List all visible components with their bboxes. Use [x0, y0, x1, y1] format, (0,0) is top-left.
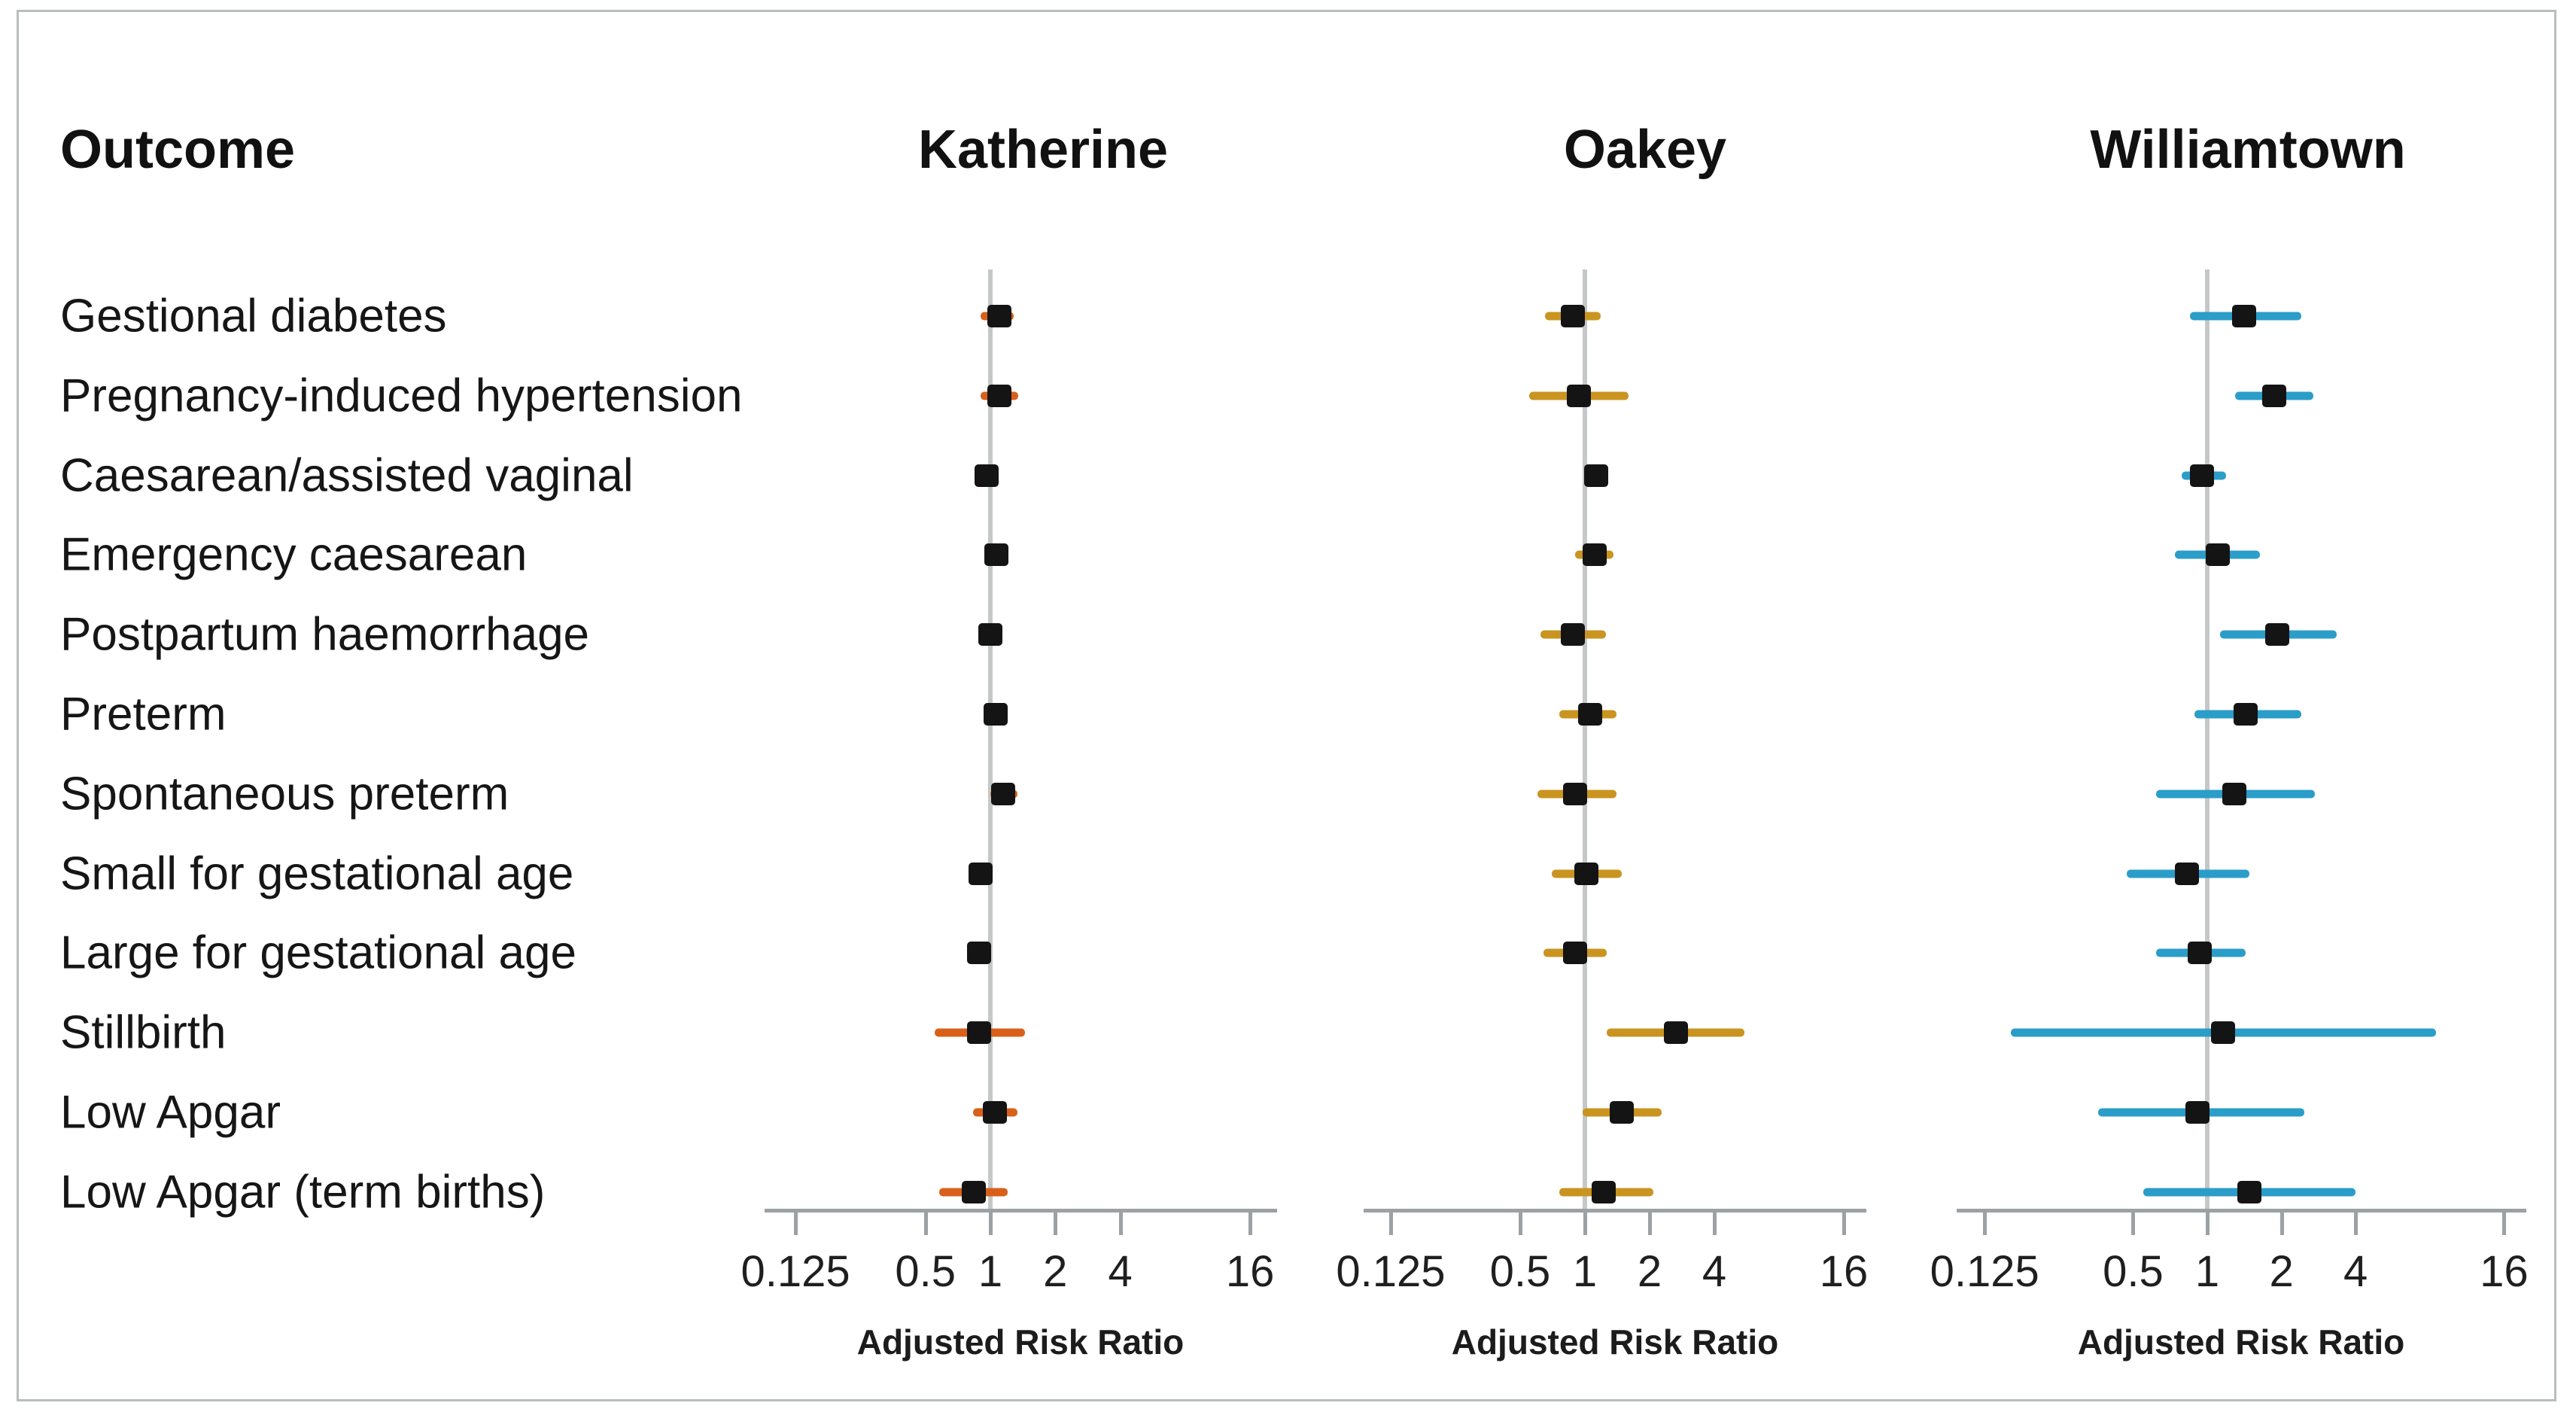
x-axis-tick: [1248, 1212, 1253, 1235]
point-estimate-marker: [978, 623, 1002, 647]
point-estimate-marker: [974, 464, 999, 487]
point-estimate-marker: [991, 782, 1016, 805]
panel-header-katherine: Katherine: [917, 120, 1169, 180]
outcome-label: Low Apgar (term births): [60, 1166, 546, 1219]
outcome-label: Stillbirth: [60, 1006, 227, 1059]
outcome-label: Large for gestational age: [60, 926, 576, 979]
point-estimate-marker: [987, 384, 1011, 407]
point-estimate-marker: [1591, 1180, 1616, 1203]
x-axis-tick-label: 4: [1702, 1247, 1727, 1296]
x-axis-tick-label: 0.5: [1489, 1247, 1551, 1296]
point-estimate-marker: [2189, 464, 2214, 487]
point-estimate-marker: [2233, 703, 2258, 726]
point-estimate-marker: [984, 543, 1009, 567]
x-axis-tick: [1118, 1212, 1123, 1235]
point-estimate-marker: [1609, 1101, 1634, 1124]
point-estimate-marker: [983, 1101, 1008, 1124]
x-axis-tick: [1713, 1212, 1717, 1235]
x-axis-tick-label: 4: [1108, 1247, 1133, 1296]
x-axis-tick: [1648, 1212, 1652, 1235]
x-axis-tick: [2502, 1212, 2507, 1235]
x-axis-tick: [1583, 1212, 1587, 1235]
point-estimate-marker: [1561, 623, 1586, 647]
x-axis-tick-label: 1: [978, 1247, 1003, 1296]
outcome-column-header: Outcome: [60, 120, 296, 180]
point-estimate-marker: [2187, 942, 2212, 965]
x-axis-title: Adjusted Risk Ratio: [2077, 1322, 2405, 1362]
outcome-label: Small for gestational age: [60, 847, 574, 900]
point-estimate-marker: [2205, 543, 2230, 567]
point-estimate-marker: [984, 703, 1008, 726]
point-estimate-marker: [987, 305, 1011, 327]
x-axis-title: Adjusted Risk Ratio: [1451, 1322, 1779, 1362]
x-axis-tick: [2131, 1212, 2136, 1235]
x-axis-tick: [1842, 1212, 1846, 1235]
x-axis-tick-label: 4: [2343, 1247, 2368, 1296]
point-estimate-marker: [1578, 703, 1603, 726]
x-axis-tick-label: 0.125: [1930, 1247, 2039, 1296]
panel-header-oakey: Oakey: [1563, 120, 1727, 180]
point-estimate-marker: [2237, 1180, 2261, 1203]
point-estimate-marker: [1663, 1021, 1688, 1045]
point-estimate-marker: [1584, 464, 1609, 487]
x-axis-tick: [2279, 1212, 2284, 1235]
x-axis-line: [1957, 1209, 2526, 1212]
point-estimate-marker: [2222, 782, 2247, 805]
x-axis-tick-label: 1: [1572, 1247, 1598, 1296]
x-axis-tick: [1519, 1212, 1522, 1235]
outcome-label: Low Apgar: [60, 1086, 281, 1139]
x-axis-tick: [989, 1212, 993, 1235]
x-axis-tick: [1054, 1212, 1058, 1235]
x-axis-tick: [1983, 1212, 1988, 1235]
point-estimate-marker: [1582, 543, 1607, 567]
point-estimate-marker: [1561, 305, 1586, 327]
x-axis-tick-label: 16: [1225, 1247, 1275, 1296]
outcome-label: Preterm: [60, 688, 227, 741]
x-axis-tick-label: 0.5: [895, 1247, 956, 1296]
x-axis-line: [1364, 1209, 1866, 1212]
x-axis-title: Adjusted Risk Ratio: [856, 1322, 1185, 1362]
point-estimate-marker: [1574, 862, 1599, 885]
reference-line: [2205, 269, 2210, 1209]
panel-header-williamtown: Williamtown: [2090, 120, 2406, 180]
outcome-label: Spontaneous preterm: [60, 768, 509, 820]
point-estimate-marker: [2231, 305, 2256, 327]
x-axis-tick-label: 1: [2194, 1247, 2220, 1296]
point-estimate-marker: [1567, 384, 1592, 407]
point-estimate-marker: [968, 862, 993, 885]
x-axis-tick-label: 2: [1637, 1247, 1662, 1296]
x-axis-tick: [794, 1212, 798, 1235]
x-axis-tick: [1389, 1212, 1393, 1235]
point-estimate-marker: [1562, 782, 1587, 805]
x-axis-tick-label: 16: [2480, 1247, 2529, 1296]
point-estimate-marker: [2264, 623, 2289, 647]
x-axis-tick-label: 16: [1819, 1247, 1869, 1296]
point-estimate-marker: [2211, 1021, 2236, 1045]
point-estimate-marker: [967, 942, 992, 965]
outcome-label: Emergency caesarean: [60, 528, 528, 581]
point-estimate-marker: [2175, 862, 2200, 885]
figure-border: [17, 10, 2556, 1401]
x-axis-tick-label: 0.125: [741, 1247, 850, 1296]
x-axis-tick: [2206, 1212, 2210, 1235]
point-estimate-marker: [2185, 1101, 2210, 1124]
x-axis-tick: [923, 1212, 928, 1235]
outcome-label: Postpartum haemorrhage: [60, 608, 590, 661]
point-estimate-marker: [962, 1180, 987, 1203]
outcome-label: Pregnancy-induced hypertension: [60, 370, 743, 422]
point-estimate-marker: [2262, 384, 2287, 407]
x-axis-tick-label: 2: [2269, 1247, 2294, 1296]
point-estimate-marker: [967, 1021, 992, 1045]
x-axis-tick-label: 2: [1043, 1247, 1068, 1296]
outcome-label: Gestional diabetes: [60, 290, 447, 342]
point-estimate-marker: [1562, 942, 1587, 965]
x-axis-tick: [2354, 1212, 2359, 1235]
x-axis-tick-label: 0.5: [2103, 1247, 2164, 1296]
reference-line: [1583, 269, 1587, 1209]
x-axis-tick-label: 0.125: [1336, 1247, 1446, 1296]
reference-line: [988, 269, 993, 1209]
outcome-label: Caesarean/assisted vaginal: [60, 449, 634, 502]
x-axis-line: [765, 1209, 1277, 1212]
